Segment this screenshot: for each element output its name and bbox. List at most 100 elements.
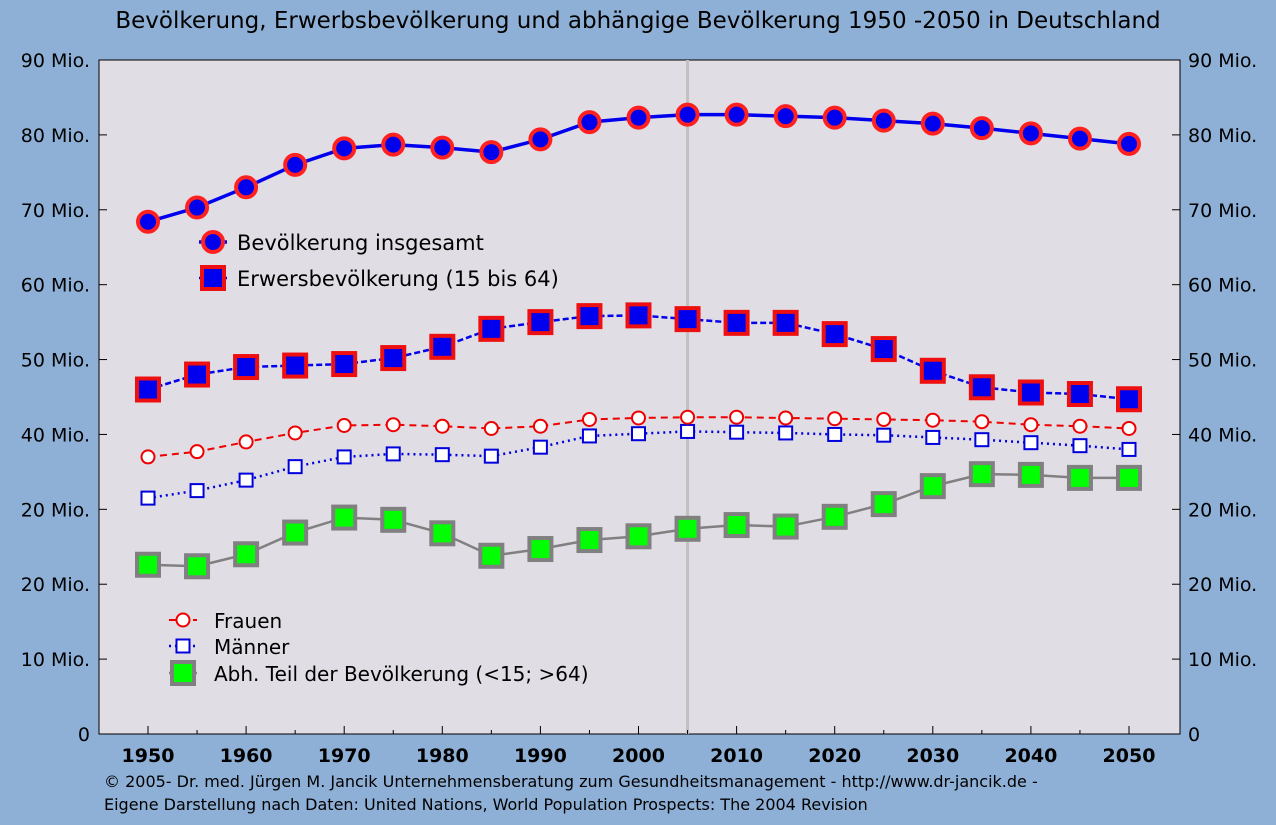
y-tick-label-right: 90 Mio. [1188,50,1257,72]
series-men [140,423,1137,506]
data-point-dependent [576,527,603,554]
data-point-women [287,425,303,441]
data-point-women [680,409,696,425]
y-tick-label-right: 50 Mio. [1188,350,1257,372]
x-tick-label: 2040 [1004,745,1057,767]
data-point-women [140,449,156,465]
data-point-women [336,417,352,433]
data-point-total [430,135,455,160]
series-layer [135,102,1142,580]
legend-marker-total [201,230,225,254]
data-point-women [434,418,450,434]
series-dependent [135,461,1142,580]
legend-marker-dependent [170,660,196,686]
data-point-men [140,490,156,506]
data-point-total [626,105,651,130]
legend-entry-working: Erwersbevölkerung (15 bis 64) [199,265,559,291]
data-point-dependent [870,491,897,518]
y-tick-label-left: 20 Mio. [21,574,90,596]
data-point-men [532,439,548,455]
legend-layer: Bevölkerung insgesamt Erwersbevölkerung (… [169,230,589,686]
series-women [140,409,1137,465]
data-point-total [332,136,357,161]
data-point-dependent [1017,461,1044,488]
data-point-women [729,409,745,425]
data-point-total [1018,121,1043,146]
y-tick-label-left: 20 Mio. [21,499,90,521]
data-point-women [925,412,941,428]
data-point-men [729,424,745,440]
data-point-dependent [233,541,260,568]
data-point-working [968,374,995,401]
y-tick-label-left: 80 Mio. [21,125,90,147]
data-point-men [385,446,401,462]
data-point-dependent [821,503,848,530]
data-point-men [581,428,597,444]
data-point-working [821,321,848,348]
data-point-women [778,410,794,426]
data-point-total [969,116,994,141]
data-point-working [282,352,309,379]
y-tick-label-left: 90 Mio. [21,50,90,72]
data-point-men [876,427,892,443]
y-tick-label-left: 60 Mio. [21,275,90,297]
x-tick-label: 2020 [808,745,861,767]
data-point-men [1121,441,1137,457]
data-point-women [238,434,254,450]
axes-layer: 0 0 10 Mio. 10 Mio. 20 Mio. 20 Mio. 20 Mio. 20 … [21,50,1257,767]
data-point-men [287,459,303,475]
data-point-women [631,410,646,426]
data-point-working [135,376,161,403]
x-tick-label: 2000 [612,745,665,767]
data-point-women [974,414,990,430]
data-point-men [925,429,941,445]
x-tick-label: 1950 [122,745,175,767]
data-point-women [385,417,401,433]
data-point-men [189,483,205,499]
data-point-working [576,303,603,330]
data-point-working [380,345,407,372]
data-point-men [1023,435,1039,451]
data-point-women [876,411,892,427]
legend-entry-women: Frauen [169,609,282,633]
data-point-men [238,472,254,488]
data-point-total [724,102,749,127]
data-point-total [822,105,847,130]
x-tick-label: 1990 [514,745,567,767]
data-point-men [631,426,646,442]
data-point-dependent [380,506,407,533]
data-point-working [625,302,652,329]
data-point-working [527,309,554,336]
legend-label-total: Bevölkerung insgesamt [237,231,484,255]
data-point-women [189,444,205,460]
data-point-men [827,426,843,442]
data-point-dependent [331,504,358,531]
data-point-working [429,333,456,360]
y-tick-label-left: 40 Mio. [21,424,90,446]
legend-marker-working [200,265,226,291]
series-working [135,302,1142,413]
legend-label-men: Männer [214,635,290,659]
data-point-working [723,309,750,336]
data-point-women [1121,420,1137,436]
y-tick-label-right: 0 [1188,724,1200,746]
data-point-men [336,449,352,465]
data-point-working [1066,381,1093,408]
series-total [136,102,1141,234]
data-point-total [675,102,700,127]
legend-marker-women [175,612,191,628]
data-point-dependent [527,536,554,563]
y-tick-label-left: 10 Mio. [21,649,90,671]
data-point-men [483,448,499,464]
legend-label-dependent: Abh. Teil der Bevölkerung (<15; >64) [214,662,589,686]
data-point-dependent [674,515,701,542]
data-point-dependent [968,461,995,488]
data-point-women [827,411,843,427]
legend-entry-total: Bevölkerung insgesamt [199,230,484,255]
footer-copyright: © 2005- Dr. med. Jürgen M. Jancik Untern… [104,772,1038,791]
data-point-total [773,104,798,129]
legend-entry-dependent: Abh. Teil der Bevölkerung (<15; >64) [169,660,589,686]
y-tick-label-left: 70 Mio. [21,200,90,222]
x-tick-label: 2030 [906,745,959,767]
